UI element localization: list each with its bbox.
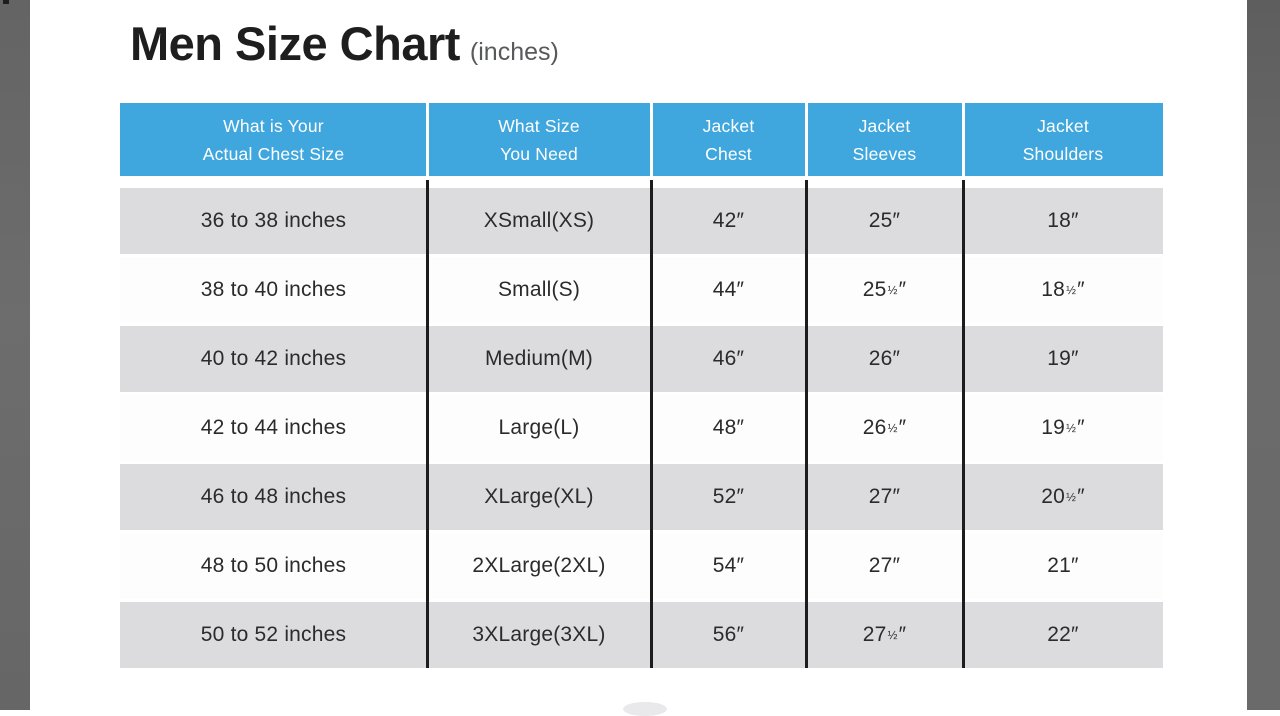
table-cell: 25″	[868, 209, 901, 232]
table-cell: 48 to 50 inches	[200, 554, 347, 577]
table-cell: 27″	[868, 554, 901, 577]
table-cell: 42″	[712, 209, 745, 232]
header-cell-gap	[962, 103, 965, 176]
page-title-units: (inches)	[469, 38, 559, 66]
table-cell: 46″	[712, 347, 745, 370]
table-row-4: 42 to 44 inches Large(L) 48″ 26 ½ ″ 19 ½ ″	[120, 395, 1163, 461]
table-cell: Medium(M)	[485, 347, 593, 370]
table-cell: 48″	[712, 416, 745, 439]
table-cell: 19″	[1047, 347, 1079, 370]
corner-artifact	[3, 0, 9, 4]
table-cell: 46 to 48 inches	[200, 485, 347, 508]
column-header-line: Jacket	[858, 115, 911, 136]
column-header-line: Shoulders	[1022, 143, 1104, 164]
column-header-3: Jacket Chest	[651, 103, 806, 176]
half-fraction: ½	[887, 628, 898, 642]
table-cell: 18 ½ ″	[1041, 278, 1085, 301]
table-row-3: 40 to 42 inches Medium(M) 46″ 26″ 19″	[120, 326, 1163, 392]
table-cell: 2XLarge(2XL)	[472, 554, 606, 577]
column-header-2: What Size You Need	[427, 103, 651, 176]
table-row-5: 46 to 48 inches XLarge(XL) 52″ 27″ 20 ½ ″	[120, 464, 1163, 530]
table-cell: 54″	[712, 554, 745, 577]
table-cell: 21″	[1047, 554, 1079, 577]
table-body: 36 to 38 inches XSmall(XS) 42″ 25″ 18″ 38 to …	[120, 188, 1163, 671]
table-cell: 44″	[712, 278, 745, 301]
table-cell: 50 to 52 inches	[200, 623, 347, 646]
table-cell: 27″	[868, 485, 901, 508]
column-header-line: Jacket	[702, 115, 755, 136]
half-fraction: ½	[1066, 421, 1077, 435]
page-title-text: Men Size Chart	[130, 17, 460, 70]
right-edge-strip	[1247, 0, 1280, 710]
table-cell: 26 ½ ″	[862, 416, 907, 439]
page-title: Men Size Chart (inches)	[130, 16, 559, 71]
column-header-line: Chest	[705, 143, 752, 164]
column-header-line: Actual Chest Size	[202, 143, 345, 164]
table-cell: 26″	[868, 347, 901, 370]
table-cell: 42 to 44 inches	[200, 416, 347, 439]
table-cell: 36 to 38 inches	[200, 209, 347, 232]
table-cell: 18″	[1047, 209, 1079, 232]
table-cell: 3XLarge(3XL)	[472, 623, 606, 646]
table-cell: 40 to 42 inches	[200, 347, 347, 370]
table-cell: 52″	[712, 485, 745, 508]
half-fraction: ½	[1066, 490, 1077, 504]
table-cell: Large(L)	[498, 416, 580, 439]
half-fraction: ½	[1066, 283, 1077, 297]
table-cell: 38 to 40 inches	[200, 278, 347, 301]
bottom-edge-smudge	[623, 702, 667, 716]
table-cell: 27 ½ ″	[862, 623, 907, 646]
column-divider-line	[805, 180, 808, 668]
column-header-1: What is Your Actual Chest Size	[120, 103, 427, 176]
table-cell: 56″	[712, 623, 745, 646]
column-header-4: Jacket Sleeves	[806, 103, 963, 176]
column-divider-line	[650, 180, 653, 668]
table-cell: 19 ½ ″	[1041, 416, 1085, 439]
table-cell: XLarge(XL)	[484, 485, 594, 508]
table-row-6: 48 to 50 inches 2XLarge(2XL) 54″ 27″ 21″	[120, 533, 1163, 599]
table-cell: 20 ½ ″	[1041, 485, 1085, 508]
header-cell-gap	[805, 103, 808, 176]
table-cell: 22″	[1047, 623, 1079, 646]
header-cell-gap	[426, 103, 429, 176]
column-header-line: Sleeves	[852, 143, 917, 164]
column-header-line: What Size	[498, 115, 580, 136]
header-cell-gap	[650, 103, 653, 176]
left-edge-strip	[0, 0, 30, 710]
column-divider-line	[426, 180, 429, 668]
table-cell: XSmall(XS)	[483, 209, 595, 232]
table-header-row: What is Your Actual Chest Size What Size Yo…	[120, 103, 1163, 176]
table-cell: Small(S)	[497, 278, 581, 301]
column-divider-line	[962, 180, 965, 668]
size-chart-table: What is Your Actual Chest Size What Size Yo…	[120, 103, 1163, 668]
column-header-line: You Need	[500, 143, 578, 164]
half-fraction: ½	[887, 283, 898, 297]
column-header-line: Jacket	[1037, 115, 1089, 136]
column-header-line: What is Your	[223, 115, 324, 136]
table-row-2: 38 to 40 inches Small(S) 44″ 25 ½ ″ 18 ½ ″	[120, 257, 1163, 323]
table-row-1: 36 to 38 inches XSmall(XS) 42″ 25″ 18″	[120, 188, 1163, 254]
table-cell: 25 ½ ″	[862, 278, 907, 301]
table-row-7: 50 to 52 inches 3XLarge(3XL) 56″ 27 ½ ″ 22″	[120, 602, 1163, 668]
half-fraction: ½	[887, 421, 898, 435]
column-header-5: Jacket Shoulders	[963, 103, 1163, 176]
